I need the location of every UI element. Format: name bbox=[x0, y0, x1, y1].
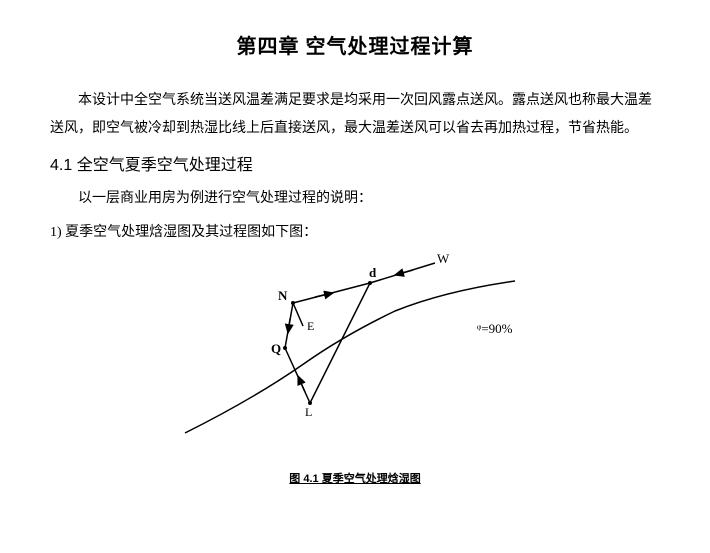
point-d bbox=[368, 281, 372, 285]
arrow-W-to-d bbox=[395, 270, 413, 275]
arrow-Q bbox=[288, 319, 290, 333]
label-d: d bbox=[369, 265, 377, 280]
list-item-1: 1) 夏季空气处理焓湿图及其过程图如下图： bbox=[50, 219, 660, 247]
line-E bbox=[293, 303, 303, 326]
figure-4-1: W d N E Q L ᵠ=90% bbox=[50, 253, 660, 448]
saturation-curve bbox=[185, 281, 515, 433]
label-phi: ᵠ=90% bbox=[477, 321, 513, 336]
label-Q: Q bbox=[271, 341, 281, 356]
intro-paragraph: 本设计中全空气系统当送风温差满足要求是均采用一次回风露点送风。露点送风也称最大温… bbox=[50, 87, 660, 143]
line-Q-L bbox=[285, 348, 310, 403]
line-L-d bbox=[310, 283, 370, 403]
label-L: L bbox=[305, 405, 312, 419]
arrow-L-up bbox=[298, 376, 305, 392]
chapter-title: 第四章 空气处理过程计算 bbox=[50, 30, 660, 59]
label-N: N bbox=[278, 288, 288, 303]
section-4-1-title: 4.1 全空气夏季空气处理过程 bbox=[50, 151, 660, 175]
section-4-1-intro: 以一层商业用房为例进行空气处理过程的说明： bbox=[50, 185, 660, 213]
arrow-N-to-d bbox=[315, 293, 333, 297]
point-N bbox=[291, 301, 295, 305]
label-E: E bbox=[307, 319, 314, 333]
psychrometric-diagram: W d N E Q L ᵠ=90% bbox=[155, 253, 555, 448]
figure-4-1-caption: 图 4.1 夏季空气处理焓湿图 bbox=[50, 470, 660, 486]
point-Q bbox=[283, 346, 287, 350]
label-W: W bbox=[437, 253, 450, 266]
